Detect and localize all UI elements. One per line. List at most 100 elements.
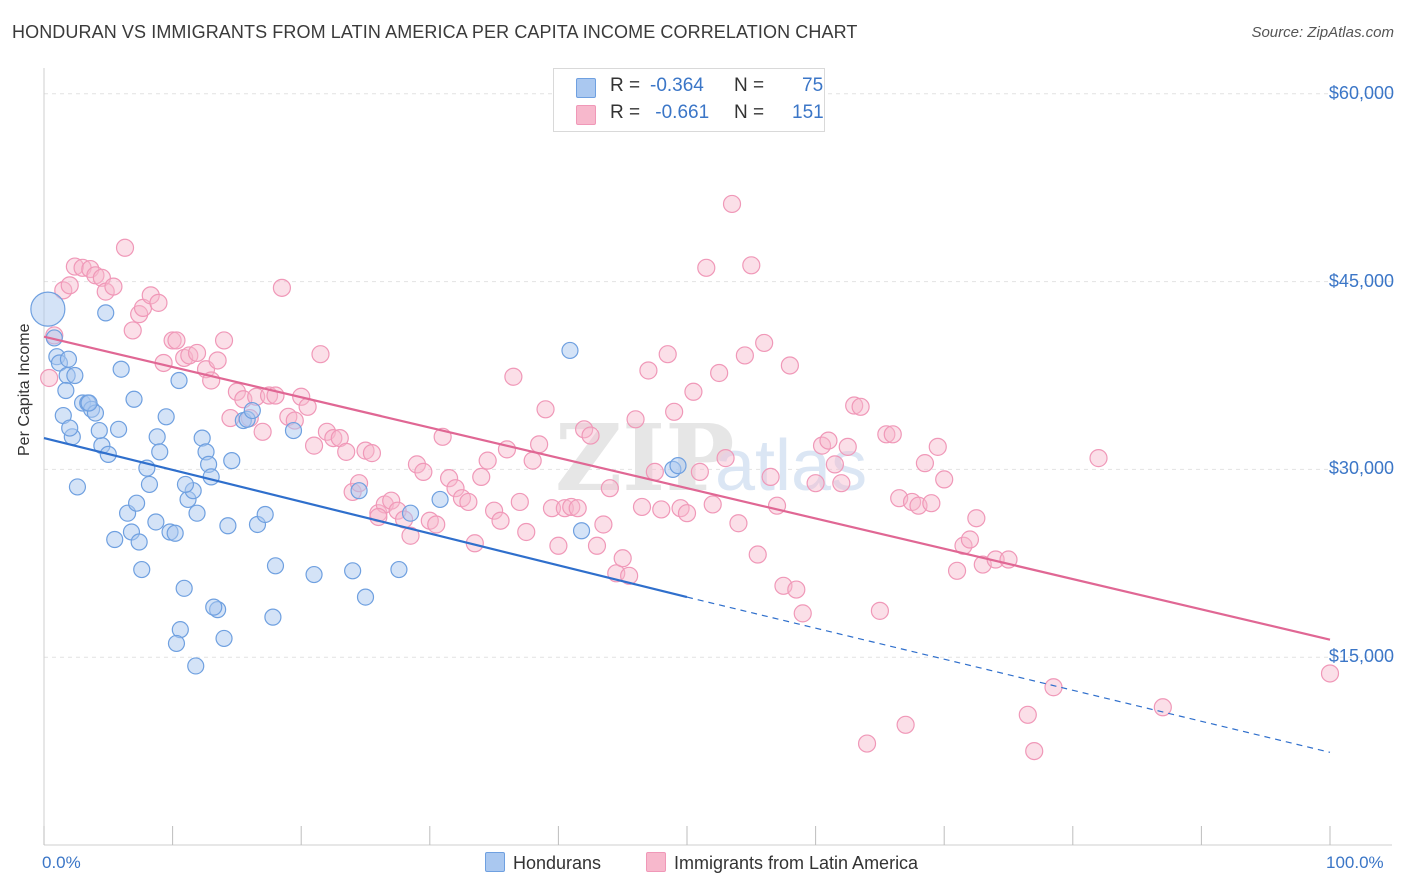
- legend-label: Immigrants from Latin America: [674, 853, 919, 873]
- point-hondurans: [167, 634, 186, 653]
- point-immigrants: [149, 293, 168, 312]
- point-immigrants: [562, 497, 581, 517]
- point-immigrants: [703, 495, 722, 514]
- point-hondurans: [202, 468, 220, 486]
- point-hondurans: [133, 560, 151, 579]
- gridlines: [44, 93, 1392, 658]
- point-immigrants: [896, 715, 915, 734]
- point-immigrants: [690, 462, 709, 481]
- n-value: 75: [802, 75, 824, 96]
- point-immigrants: [549, 536, 568, 555]
- point-immigrants: [510, 492, 529, 512]
- point-hondurans: [205, 598, 223, 616]
- point-immigrants: [491, 511, 510, 530]
- point-immigrants: [530, 435, 549, 454]
- legend-swatch-blue: [576, 78, 596, 98]
- point-hondurans: [112, 360, 130, 378]
- trend-line-immigrants: [43, 335, 1331, 641]
- n-value: 151: [792, 102, 824, 123]
- y-tick-label: $30,000: [1328, 458, 1394, 479]
- point-immigrants: [208, 351, 227, 370]
- legend-item-hondurans: Hondurans: [485, 852, 601, 874]
- point-hondurans: [572, 522, 591, 540]
- legend-item-immigrants: Immigrants from Latin America: [646, 852, 918, 874]
- point-immigrants: [922, 494, 941, 513]
- point-hondurans: [266, 557, 285, 575]
- point-immigrants: [227, 382, 246, 401]
- watermark-text-atlas: atlas: [715, 426, 867, 506]
- r-label: R =: [610, 102, 641, 123]
- point-hondurans: [147, 513, 165, 531]
- point-immigrants: [272, 278, 292, 297]
- point-immigrants: [141, 286, 160, 305]
- point-hondurans: [61, 419, 79, 437]
- point-hondurans: [187, 657, 205, 675]
- legend-swatch-pink: [576, 105, 596, 125]
- point-immigrants: [742, 256, 761, 275]
- stats-legend: R = -0.364 N = 75 R = -0.661 N = 151: [553, 68, 825, 132]
- point-hondurans: [305, 565, 323, 584]
- point-hondurans: [166, 524, 184, 542]
- point-hondurans: [401, 504, 420, 522]
- watermark-text: ZIP: [555, 404, 734, 512]
- point-immigrants: [748, 545, 767, 564]
- point-immigrants: [620, 566, 639, 585]
- point-immigrants: [735, 346, 754, 365]
- point-immigrants: [472, 467, 491, 487]
- trend-lines: [43, 335, 1331, 753]
- point-immigrants: [806, 474, 825, 493]
- legend-swatch-pink: [646, 852, 666, 872]
- point-hondurans: [256, 505, 274, 524]
- legend-label: Hondurans: [513, 853, 602, 873]
- point-immigrants: [382, 491, 401, 510]
- point-immigrants: [665, 402, 684, 421]
- point-immigrants: [755, 333, 774, 353]
- point-hondurans: [215, 629, 233, 648]
- x-tick-label-max: 100.0%: [1326, 853, 1384, 872]
- point-immigrants: [1320, 664, 1340, 683]
- point-immigrants: [414, 462, 433, 481]
- point-immigrants: [568, 499, 587, 518]
- point-immigrants: [115, 238, 135, 257]
- point-immigrants: [632, 497, 652, 517]
- point-immigrants: [304, 436, 324, 455]
- point-immigrants: [337, 442, 356, 461]
- point-immigrants: [877, 425, 896, 444]
- point-immigrants: [1089, 449, 1108, 468]
- point-immigrants: [401, 526, 420, 545]
- point-immigrants: [187, 343, 207, 363]
- point-immigrants: [214, 331, 234, 350]
- point-immigrants: [536, 400, 555, 419]
- point-immigrants: [819, 431, 838, 450]
- point-immigrants: [123, 321, 142, 340]
- trend-line-hondurans-extrapolated: [686, 596, 1331, 753]
- point-hondurans: [106, 530, 124, 549]
- point-immigrants: [652, 500, 671, 519]
- point-hondurans: [157, 408, 175, 426]
- point-immigrants: [485, 501, 504, 520]
- point-immigrants: [407, 455, 427, 474]
- point-hondurans: [59, 350, 78, 368]
- chart-title: HONDURAN VS IMMIGRANTS FROM LATIN AMERIC…: [12, 22, 858, 42]
- point-immigrants: [697, 258, 716, 277]
- point-immigrants: [684, 382, 703, 401]
- point-immigrants: [104, 277, 123, 296]
- point-hondurans: [170, 371, 188, 390]
- r-value: -0.364: [650, 75, 704, 96]
- point-immigrants: [427, 515, 446, 534]
- point-hondurans: [68, 478, 87, 496]
- axes: [43, 68, 1392, 846]
- point-hondurans: [130, 533, 148, 551]
- point-immigrants: [167, 331, 186, 350]
- point-hondurans: [188, 504, 206, 522]
- point-hondurans: [57, 381, 75, 400]
- trend-line-hondurans: [43, 437, 688, 599]
- point-immigrants: [324, 428, 343, 448]
- point-immigrants: [947, 561, 967, 580]
- point-immigrants: [857, 734, 877, 753]
- point-hondurans: [125, 390, 143, 408]
- point-immigrants: [587, 536, 607, 555]
- point-immigrants: [960, 530, 980, 549]
